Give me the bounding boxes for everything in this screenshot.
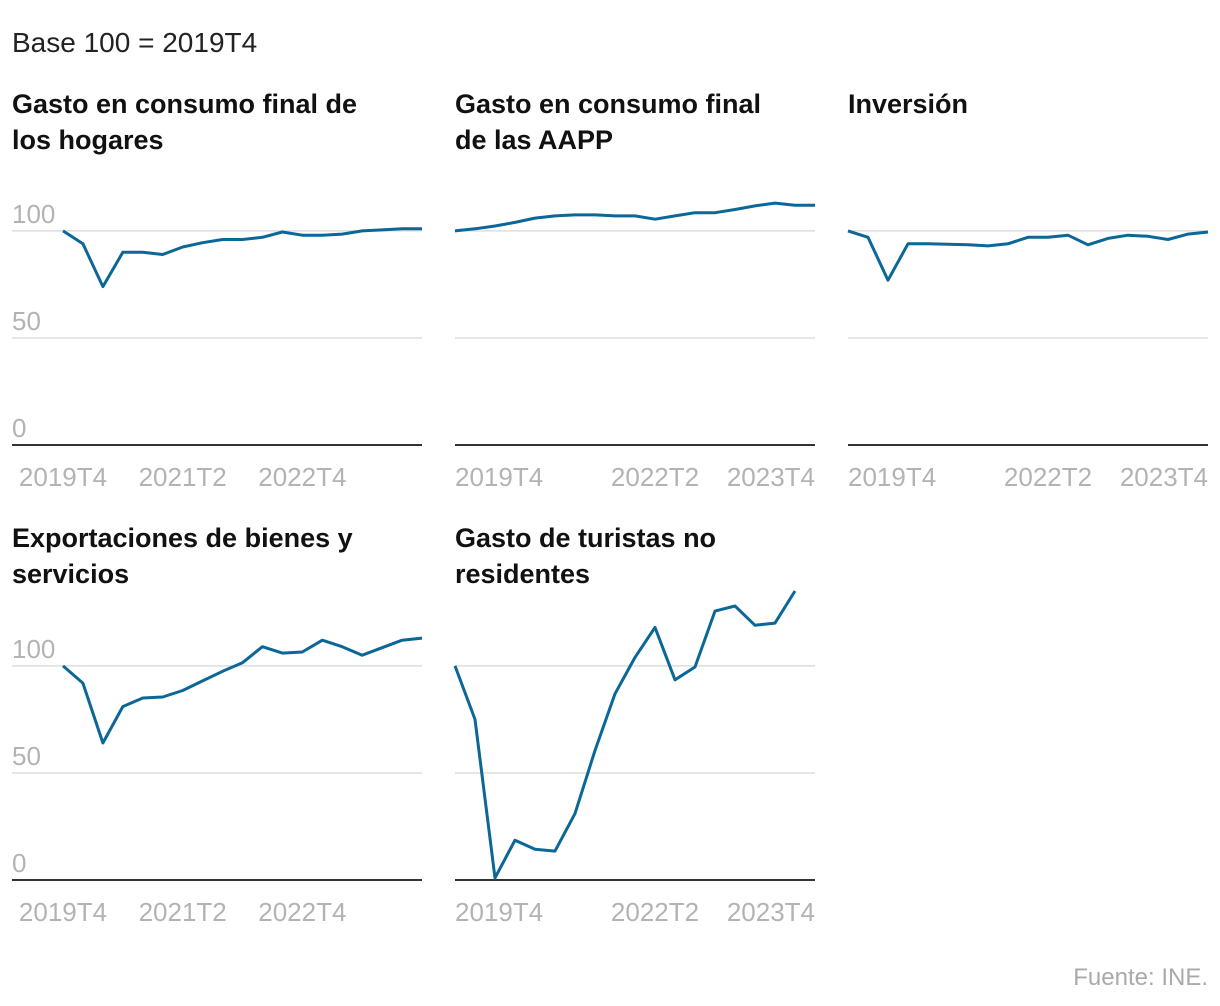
subtitle: Base 100 = 2019T4 — [12, 27, 257, 58]
panel-title: Gasto en consumo final de las AAPP — [455, 89, 762, 155]
x-tick-label: 2022T2 — [1004, 462, 1092, 492]
panel-title: Gasto de turistas no residentes — [455, 523, 717, 589]
data-line — [453, 590, 797, 880]
x-tick-label: 2019T4 — [455, 462, 543, 492]
panel-title: Inversión — [848, 89, 969, 119]
x-tick-label: 2019T4 — [19, 897, 107, 927]
y-tick-label: 50 — [12, 741, 41, 771]
x-tick-label: 2023T4 — [727, 462, 815, 492]
y-tick-label: 100 — [12, 199, 55, 229]
data-line — [454, 201, 815, 233]
source: Fuente: INE. — [1073, 964, 1208, 991]
data-line — [62, 227, 422, 289]
x-tick-label: 2019T4 — [455, 897, 543, 927]
x-tick-label: 2022T4 — [258, 897, 346, 927]
x-tick-label: 2023T4 — [727, 897, 815, 927]
y-tick-label: 0 — [12, 413, 26, 443]
x-tick-label: 2021T2 — [139, 897, 227, 927]
data-line — [847, 229, 1209, 282]
y-tick-label: 0 — [12, 848, 26, 878]
data-line — [62, 636, 423, 745]
y-tick-label: 100 — [12, 634, 55, 664]
x-tick-label: 2022T2 — [611, 462, 699, 492]
x-tick-label: 2022T4 — [258, 462, 346, 492]
x-tick-label: 2019T4 — [848, 462, 936, 492]
y-tick-label: 50 — [12, 306, 41, 336]
x-tick-label: 2022T2 — [611, 897, 699, 927]
x-tick-label: 2021T2 — [139, 462, 227, 492]
x-tick-label: 2023T4 — [1120, 462, 1208, 492]
panel-title: Exportaciones de bienes y servicios — [12, 523, 353, 589]
x-tick-label: 2019T4 — [19, 462, 107, 492]
panel-title: Gasto en consumo final de los hogares — [12, 89, 358, 155]
